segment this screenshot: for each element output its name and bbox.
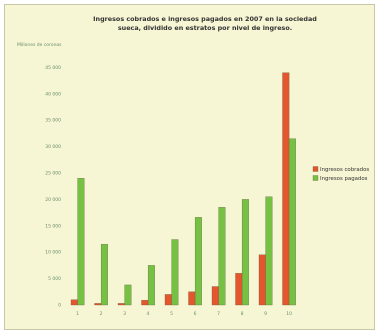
y-tick-label: 40 000 xyxy=(45,91,61,97)
legend-swatch xyxy=(312,166,319,172)
bar-ingresos-cobrados xyxy=(94,303,102,306)
bar-ingresos-cobrados xyxy=(141,300,149,306)
x-tick-label: 9 xyxy=(264,311,267,317)
legend: Ingresos cobrados Ingresos pagados xyxy=(312,166,369,182)
y-tick-label: 30 000 xyxy=(45,144,61,150)
chart-frame: Ingresos cobrados e ingresos pagados en … xyxy=(4,4,375,330)
bars xyxy=(70,72,296,306)
legend-label: Ingresos cobrados xyxy=(320,167,369,173)
bar-ingresos-cobrados xyxy=(70,299,78,306)
bar-ingresos-pagados xyxy=(241,199,249,306)
legend-label: Ingresos pagados xyxy=(320,176,368,182)
bar-ingresos-pagados xyxy=(265,196,273,306)
bar-ingresos-pagados xyxy=(147,265,155,306)
y-tick-label: 35 000 xyxy=(45,118,61,124)
chart-title-line-2: sueca, dividido en estratos por nivel de… xyxy=(118,24,292,32)
x-tick-label: 7 xyxy=(217,311,220,317)
bar-ingresos-cobrados xyxy=(164,294,172,306)
x-tick-label: 3 xyxy=(123,311,126,317)
x-tick-label: 8 xyxy=(241,311,244,317)
y-tick-label: 0 xyxy=(58,303,61,309)
y-tick-label: 15 000 xyxy=(45,223,61,229)
x-tick-label: 10 xyxy=(286,311,292,317)
y-tick-label: 45 000 xyxy=(45,65,61,71)
y-axis-ticks: 0 5 000 10 000 15 000 20 000 25 000 30 000 35 0… xyxy=(45,65,61,309)
x-tick-label: 6 xyxy=(194,311,197,317)
bar-ingresos-cobrados xyxy=(235,273,243,306)
x-axis-ticks: 1 2 3 4 5 6 7 8 9 10 xyxy=(76,311,292,317)
bar-ingresos-pagados xyxy=(77,178,85,306)
bar-chart: Ingresos cobrados e ingresos pagados en … xyxy=(17,15,369,317)
bar-ingresos-cobrados xyxy=(188,291,196,306)
bar-ingresos-pagados xyxy=(218,207,226,306)
bar-ingresos-cobrados xyxy=(282,72,290,306)
bar-ingresos-cobrados xyxy=(117,303,125,306)
bar-ingresos-cobrados xyxy=(211,286,219,306)
x-tick-label: 2 xyxy=(100,311,103,317)
y-tick-label: 25 000 xyxy=(45,171,61,177)
y-axis-label: Millones de coronas xyxy=(17,42,62,48)
bar-ingresos-cobrados xyxy=(258,254,266,306)
x-tick-label: 5 xyxy=(170,311,173,317)
y-tick-label: 20 000 xyxy=(45,197,61,203)
bar-ingresos-pagados xyxy=(124,284,132,306)
chart-title-line-1: Ingresos cobrados e ingresos pagados en … xyxy=(93,15,317,23)
bar-ingresos-pagados xyxy=(171,239,179,306)
bar-ingresos-pagados xyxy=(288,138,296,306)
bar-ingresos-pagados xyxy=(100,244,108,306)
x-tick-label: 4 xyxy=(147,311,150,317)
y-tick-label: 10 000 xyxy=(45,250,61,256)
legend-swatch xyxy=(312,175,319,181)
bar-ingresos-pagados xyxy=(194,217,202,306)
x-tick-label: 1 xyxy=(76,311,79,317)
y-tick-label: 5 000 xyxy=(48,276,61,282)
